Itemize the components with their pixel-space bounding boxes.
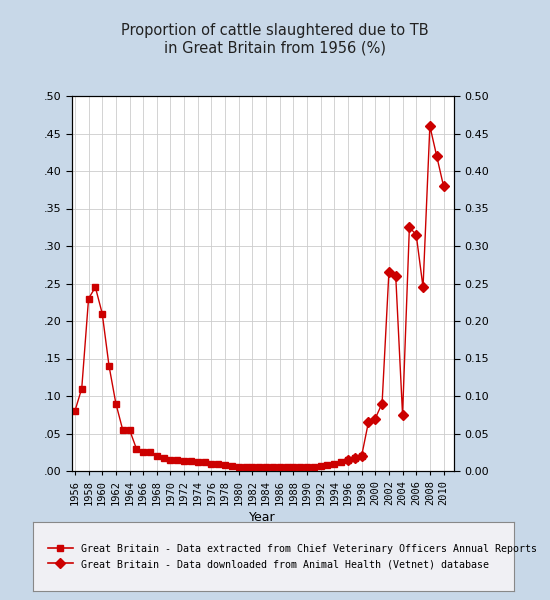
Text: Proportion of cattle slaughtered due to TB
in Great Britain from 1956 (%): Proportion of cattle slaughtered due to …: [121, 23, 429, 55]
Legend: Great Britain - Data extracted from Chief Veterinary Officers Annual Reports, Gr: Great Britain - Data extracted from Chie…: [43, 539, 542, 574]
X-axis label: Year: Year: [249, 511, 276, 524]
